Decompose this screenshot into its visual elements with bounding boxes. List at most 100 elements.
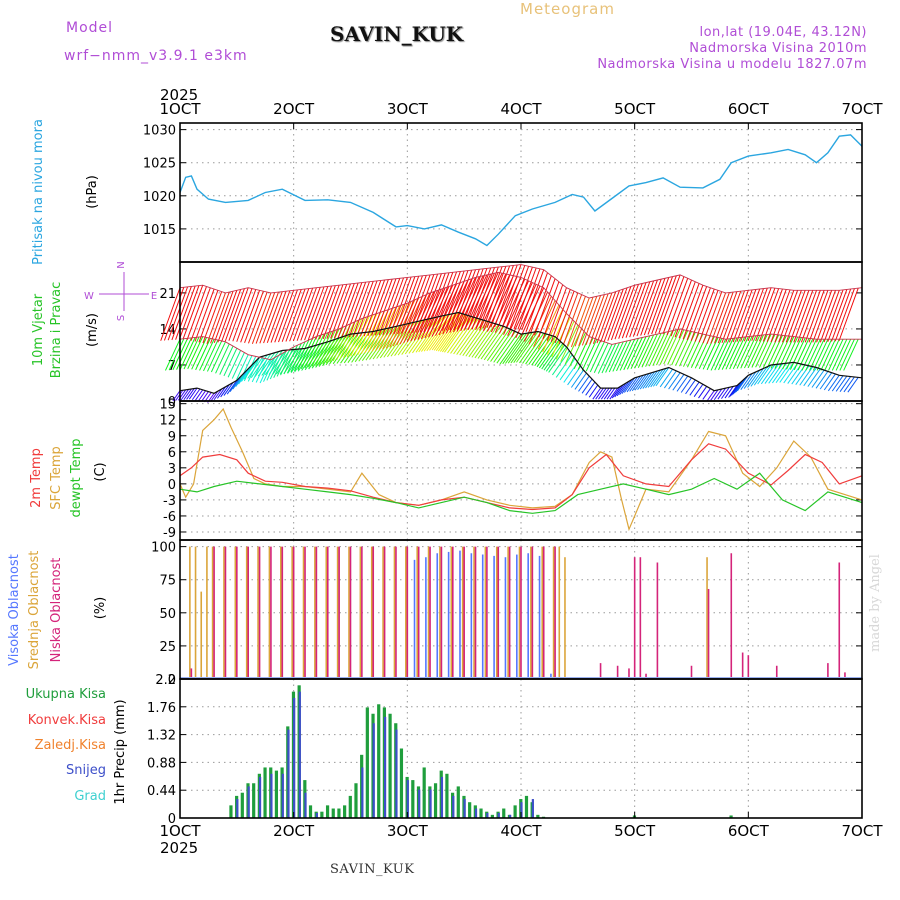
wind-barb xyxy=(522,332,545,364)
wind-barb xyxy=(785,290,806,343)
total-precip-bar xyxy=(365,707,369,818)
wind-barb xyxy=(358,329,382,362)
wind-barb xyxy=(729,336,745,370)
snow-precip-bar xyxy=(304,792,307,818)
wind-unit-label: (m/s) xyxy=(85,313,100,347)
wind-barb xyxy=(721,386,730,399)
wind-barb xyxy=(251,292,272,344)
wind-barb xyxy=(710,292,730,344)
x-tick-label-top: 3OCT xyxy=(387,100,429,118)
y-tick-label: 0 xyxy=(168,673,176,688)
total-precip-bar xyxy=(229,805,233,818)
elevation: Nadmorska Visina 2010m xyxy=(689,41,867,56)
wind-barb xyxy=(280,346,295,376)
total-precip-bar xyxy=(388,713,392,818)
snow-precip-bar xyxy=(372,723,375,818)
y-tick-label: 25 xyxy=(159,640,176,655)
wind-barb xyxy=(471,323,496,358)
wind-barb xyxy=(616,382,627,397)
snow-precip-bar xyxy=(293,697,296,818)
y-tick-label: 1.76 xyxy=(147,701,176,716)
x-tick-label-top: 5OCT xyxy=(614,100,656,118)
wind-barb xyxy=(521,269,545,331)
snow-precip-bar xyxy=(406,780,409,818)
wind-barb xyxy=(199,339,215,371)
wind-barb xyxy=(538,339,560,369)
wind-barb xyxy=(770,289,791,343)
total-precip-bar xyxy=(320,811,324,818)
wind-barb xyxy=(597,344,613,374)
wind-barb xyxy=(418,315,445,353)
wind-barb xyxy=(217,290,238,343)
wind-barb xyxy=(694,288,715,342)
total-precip-bar xyxy=(468,802,472,818)
wind-barb xyxy=(292,287,314,342)
y-tick-label: 0 xyxy=(168,478,176,493)
wind-barb xyxy=(820,339,836,371)
wind-barb xyxy=(210,291,230,344)
wind-barb xyxy=(710,389,719,401)
wind-barb xyxy=(180,389,189,401)
wind-barb xyxy=(686,286,708,341)
wind-barb xyxy=(283,345,298,375)
wind-barb xyxy=(471,272,499,330)
wind-barb xyxy=(614,384,624,398)
wind-barb xyxy=(496,332,519,364)
wind-barb xyxy=(744,335,761,369)
y-tick-label: -9 xyxy=(163,526,176,541)
wind-barb xyxy=(329,333,351,365)
wind-barb xyxy=(724,386,734,399)
product-title: Meteogram xyxy=(520,0,615,18)
wind-barb xyxy=(304,335,321,369)
wind-barb xyxy=(259,291,279,344)
wind-barb xyxy=(300,336,317,370)
wind-barb xyxy=(227,350,242,378)
wind-barb xyxy=(755,287,776,342)
wind-barb xyxy=(645,333,662,367)
wind-barb xyxy=(812,290,833,343)
y-tick-label: 12 xyxy=(159,414,176,429)
wind-barb xyxy=(819,372,833,390)
mid-cloud-axis-label: Srednja Oblacnost xyxy=(27,551,42,670)
cloud-unit-label: (%) xyxy=(93,597,108,620)
wind-barb xyxy=(542,284,564,340)
y-tick-label: -3 xyxy=(163,494,176,509)
wind-barb xyxy=(289,288,310,342)
wind-barb xyxy=(516,331,539,363)
wind-barb xyxy=(578,375,590,392)
model-name: wrf−nmm_v3.9.1 e3km xyxy=(64,48,248,64)
wind-barb xyxy=(618,284,639,339)
wind-barb xyxy=(546,287,567,341)
wind-barb xyxy=(326,284,348,339)
wind-barb xyxy=(616,339,632,372)
wind-barb xyxy=(762,288,783,342)
total-precip-bar xyxy=(252,783,256,818)
wind-barb xyxy=(831,339,848,371)
wind-barb xyxy=(809,339,825,371)
wind-barb xyxy=(359,280,382,337)
wind-barb xyxy=(281,289,302,342)
wind-barb xyxy=(195,338,211,371)
wind-barb xyxy=(642,371,655,389)
sfc-temp-axis-label: SFC Temp xyxy=(49,446,64,510)
wind-barb xyxy=(793,338,810,371)
snow-precip-bar xyxy=(531,799,534,818)
wind-barb xyxy=(588,384,599,398)
total-precip-bar xyxy=(513,805,517,818)
wind-barb xyxy=(228,287,249,341)
snow-precip-bar xyxy=(418,789,421,818)
wind-barb xyxy=(740,373,753,390)
wind-barb xyxy=(674,281,696,338)
wind-barb xyxy=(797,290,818,343)
wind-barb xyxy=(332,323,351,362)
snow-precip-bar xyxy=(395,729,398,818)
wind-barb xyxy=(548,346,567,373)
wind-barb xyxy=(804,290,825,343)
wind-barb xyxy=(397,275,420,334)
y-tick-label: 0 xyxy=(168,395,176,410)
wind-barb xyxy=(847,377,859,393)
wind-barb xyxy=(369,326,393,360)
wind-barb xyxy=(574,372,587,390)
wind-barb xyxy=(639,372,653,390)
wind-barb xyxy=(675,331,692,366)
